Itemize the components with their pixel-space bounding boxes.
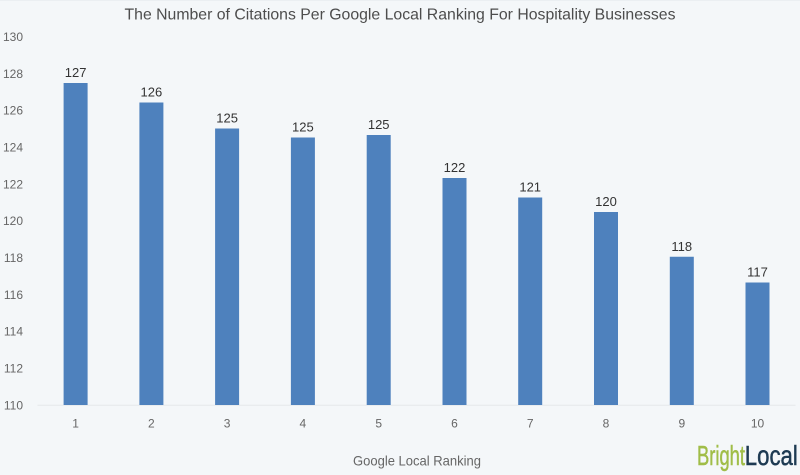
svg-text:117: 117 [747, 265, 768, 280]
svg-text:Bright: Bright [697, 440, 745, 471]
svg-text:122: 122 [444, 160, 466, 175]
svg-text:114: 114 [4, 325, 23, 339]
svg-text:125: 125 [368, 117, 390, 132]
svg-text:110: 110 [4, 398, 23, 412]
svg-text:118: 118 [4, 251, 23, 265]
svg-text:116: 116 [4, 288, 23, 302]
svg-text:128: 128 [3, 67, 23, 81]
svg-text:Google Local Ranking: Google Local Ranking [353, 453, 481, 469]
svg-text:6: 6 [451, 417, 458, 431]
svg-text:126: 126 [141, 85, 163, 100]
svg-text:122: 122 [3, 177, 23, 191]
svg-text:9: 9 [678, 417, 685, 431]
svg-text:2: 2 [148, 417, 155, 431]
svg-text:120: 120 [595, 194, 617, 209]
svg-text:1: 1 [72, 417, 79, 431]
svg-text:118: 118 [671, 239, 692, 254]
svg-text:4: 4 [300, 417, 307, 431]
svg-text:127: 127 [65, 65, 87, 80]
svg-text:121: 121 [519, 180, 541, 195]
svg-text:7: 7 [527, 417, 534, 431]
svg-text:125: 125 [292, 120, 314, 135]
svg-text:The Number of Citations Per Go: The Number of Citations Per Google Local… [125, 7, 676, 24]
svg-text:112: 112 [4, 361, 23, 375]
svg-text:3: 3 [224, 417, 231, 431]
svg-text:Local: Local [745, 440, 798, 471]
svg-text:130: 130 [3, 30, 23, 44]
svg-text:126: 126 [3, 104, 23, 118]
svg-text:124: 124 [3, 140, 23, 154]
svg-text:125: 125 [216, 111, 238, 126]
svg-text:5: 5 [375, 417, 382, 431]
svg-text:8: 8 [603, 417, 610, 431]
svg-text:10: 10 [751, 417, 765, 431]
svg-text:120: 120 [3, 214, 23, 228]
